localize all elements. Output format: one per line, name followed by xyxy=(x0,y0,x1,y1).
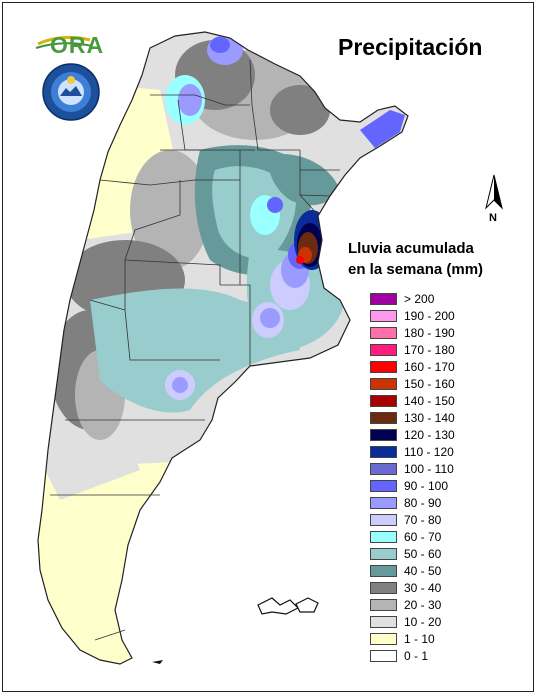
legend-swatch xyxy=(370,309,397,322)
legend-swatch xyxy=(370,479,397,492)
malvinas-islands xyxy=(257,597,319,615)
legend-label: 180 - 190 xyxy=(404,325,455,340)
legend-item: 150 - 160 xyxy=(370,375,530,392)
legend-swatch xyxy=(370,496,397,509)
legend-item: 170 - 180 xyxy=(370,341,530,358)
legend-swatch xyxy=(370,513,397,526)
legend-label: 150 - 160 xyxy=(404,376,455,391)
legend-label: 40 - 50 xyxy=(404,563,442,578)
legend-label: 190 - 200 xyxy=(404,308,455,323)
ora-logo-text: ORA xyxy=(50,32,105,58)
legend-label: 140 - 150 xyxy=(404,393,455,408)
legend-item: 120 - 130 xyxy=(370,426,530,443)
legend-swatch xyxy=(370,292,397,305)
legend-swatch xyxy=(370,581,397,594)
legend-swatch xyxy=(370,598,397,611)
legend-label: 170 - 180 xyxy=(404,342,455,357)
legend-item: 50 - 60 xyxy=(370,545,530,562)
legend-item: 110 - 120 xyxy=(370,443,530,460)
legend-title-line2: en la semana (mm) xyxy=(348,261,484,278)
legend-swatch xyxy=(370,360,397,373)
legend-label: 130 - 140 xyxy=(404,410,455,425)
legend-label: 60 - 70 xyxy=(404,529,442,544)
legend-item: 130 - 140 xyxy=(370,409,530,426)
legend-item: 10 - 20 xyxy=(370,613,530,630)
legend-label: 20 - 30 xyxy=(404,597,442,612)
legend-item: 190 - 200 xyxy=(370,307,530,324)
legend-item: > 200 xyxy=(370,290,530,307)
legend-label: 90 - 100 xyxy=(404,478,449,493)
legend-item: 30 - 40 xyxy=(370,579,530,596)
legend: > 200 190 - 200 180 - 190 170 - 180 160 - 17… xyxy=(370,290,530,664)
legend-label: 80 - 90 xyxy=(404,495,442,510)
legend-item: 160 - 170 xyxy=(370,358,530,375)
legend-swatch xyxy=(370,326,397,339)
legend-item: 1 - 10 xyxy=(370,630,530,647)
legend-item: 140 - 150 xyxy=(370,392,530,409)
ora-logo xyxy=(35,35,93,49)
legend-swatch xyxy=(370,377,397,390)
legend-swatch xyxy=(370,411,397,424)
legend-item: 40 - 50 xyxy=(370,562,530,579)
legend-swatch xyxy=(370,428,397,441)
legend-label: 0 - 1 xyxy=(404,648,429,663)
legend-label: 110 - 120 xyxy=(404,444,454,459)
legend-swatch xyxy=(370,445,397,458)
argentina-outline xyxy=(37,31,409,665)
legend-item: 60 - 70 xyxy=(370,528,530,545)
legend-label: 70 - 80 xyxy=(404,512,442,527)
legend-swatch xyxy=(370,649,397,662)
legend-label: 100 - 110 xyxy=(404,461,454,476)
legend-label: 10 - 20 xyxy=(404,614,442,629)
legend-swatch xyxy=(370,394,397,407)
legend-swatch xyxy=(370,632,397,645)
legend-title: Lluvia acumulada en la semana (mm) xyxy=(348,238,483,280)
legend-item: 100 - 110 xyxy=(370,460,530,477)
legend-label: 50 - 60 xyxy=(404,546,442,561)
legend-item: 90 - 100 xyxy=(370,477,530,494)
legend-label: 30 - 40 xyxy=(404,580,442,595)
smn-seal-icon xyxy=(42,63,100,121)
map-title: Precipitación xyxy=(338,34,483,60)
legend-swatch xyxy=(370,564,397,577)
legend-item: 80 - 90 xyxy=(370,494,530,511)
legend-swatch xyxy=(370,343,397,356)
north-label: N xyxy=(489,212,497,224)
legend-label: 160 - 170 xyxy=(404,359,455,374)
legend-swatch xyxy=(370,547,397,560)
legend-swatch xyxy=(370,462,397,475)
legend-swatch xyxy=(370,615,397,628)
legend-item: 70 - 80 xyxy=(370,511,530,528)
legend-item: 180 - 190 xyxy=(370,324,530,341)
legend-title-line1: Lluvia acumulada xyxy=(348,240,474,257)
legend-label: 1 - 10 xyxy=(404,631,435,646)
isla-de-los-estados xyxy=(152,660,163,664)
legend-swatch xyxy=(370,530,397,543)
legend-label: > 200 xyxy=(404,291,435,306)
north-arrow-icon xyxy=(485,174,503,210)
legend-item: 0 - 1 xyxy=(370,647,530,664)
legend-item: 20 - 30 xyxy=(370,596,530,613)
province-borders xyxy=(50,59,340,641)
legend-label: 120 - 130 xyxy=(404,427,455,442)
